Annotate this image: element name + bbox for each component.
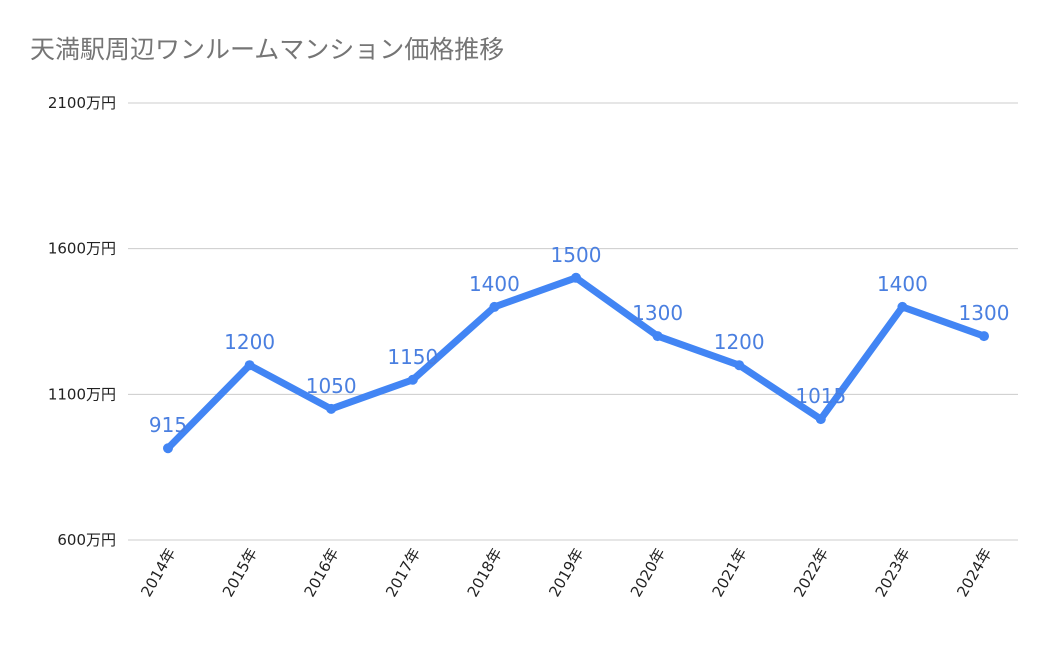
x-tick-label: 2021年: [708, 545, 750, 600]
data-point: [815, 414, 826, 425]
data-point: [897, 301, 908, 312]
data-label: 1150: [387, 345, 438, 369]
y-tick-label: 600万円: [57, 531, 116, 549]
data-point: [244, 360, 255, 371]
y-tick-label: 1600万円: [48, 240, 116, 258]
x-tick-label: 2016年: [300, 545, 342, 600]
data-label: 1300: [632, 301, 683, 325]
data-label: 1400: [469, 272, 520, 296]
data-point: [407, 374, 418, 385]
data-point: [489, 301, 500, 312]
x-tick-label: 2018年: [464, 545, 506, 600]
data-label: 915: [149, 413, 187, 437]
gridlines: [128, 102, 1018, 541]
data-label: 1200: [224, 330, 275, 354]
x-axis-tick-labels: 2014年 2015年 2016年 2017年 2018年 2019年 2020年 2021年…: [137, 545, 995, 600]
x-tick-label: 2015年: [219, 545, 261, 600]
x-tick-label: 2023年: [872, 545, 914, 600]
y-tick-label: 1100万円: [48, 385, 116, 403]
data-point: [979, 331, 989, 342]
series-price: [163, 272, 989, 454]
data-point: [163, 443, 173, 454]
data-label: 1500: [551, 243, 602, 267]
series-line: [164, 274, 988, 452]
data-labels: 915 1200 1050 1150 1400 1500 1300 1200 1015 1400 1…: [149, 243, 1010, 437]
data-point: [652, 331, 663, 342]
x-tick-label: 2017年: [382, 545, 424, 600]
data-point: [734, 360, 745, 371]
data-label: 1300: [959, 301, 1010, 325]
data-point: [326, 403, 337, 414]
x-tick-label: 2022年: [790, 545, 832, 600]
y-tick-label: 2100万円: [48, 94, 116, 112]
data-label: 1015: [795, 384, 846, 408]
data-label: 1050: [306, 374, 357, 398]
x-tick-label: 2024年: [953, 545, 995, 600]
x-tick-label: 2019年: [545, 545, 587, 600]
x-tick-label: 2020年: [627, 545, 669, 600]
data-label: 1400: [877, 272, 928, 296]
x-tick-label: 2014年: [137, 545, 179, 600]
data-label: 1200: [714, 330, 765, 354]
y-axis-tick-labels: 600万円 1100万円 1600万円 2100万円: [48, 94, 116, 549]
chart-title: 天満駅周辺ワンルームマンション価格推移: [30, 35, 505, 64]
data-point: [571, 272, 581, 283]
